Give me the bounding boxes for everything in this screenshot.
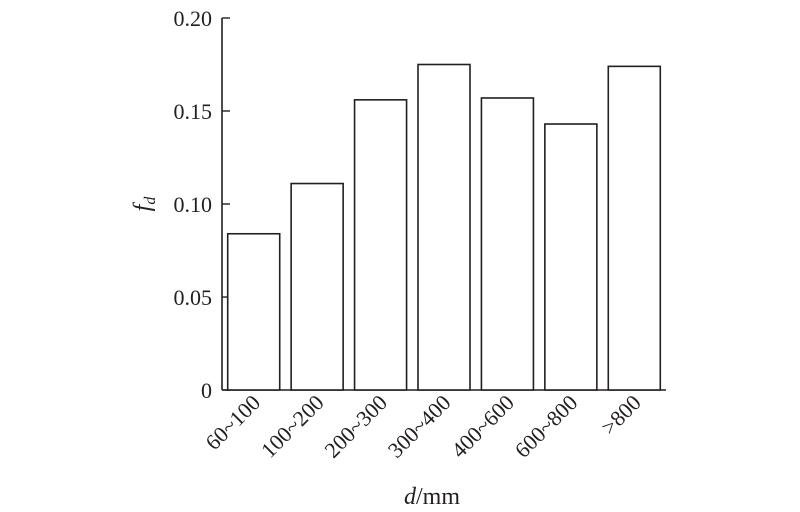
bar bbox=[607, 65, 662, 391]
y-tick-label: 0.15 bbox=[174, 99, 213, 124]
y-tick-label: 0.05 bbox=[174, 285, 213, 310]
x-axis-title-var: d bbox=[404, 484, 417, 510]
bar bbox=[417, 63, 471, 391]
bar bbox=[290, 182, 344, 391]
bar bbox=[353, 99, 408, 391]
x-tick-labels: 60~100100~200200~300300~400400~600600~80… bbox=[200, 390, 646, 463]
y-tick-label: 0.10 bbox=[174, 192, 213, 217]
y-tick-label: 0 bbox=[201, 378, 212, 403]
x-tick-label: 100~200 bbox=[256, 390, 329, 463]
bars bbox=[226, 63, 662, 391]
y-tick-label: 0.20 bbox=[174, 6, 213, 31]
x-axis: 60~100100~200200~300300~400400~600600~80… bbox=[200, 383, 666, 510]
y-axis-title: fd bbox=[130, 196, 159, 212]
x-tick-label: 200~300 bbox=[319, 390, 392, 463]
x-tick-label: 600~800 bbox=[510, 390, 583, 463]
y-axis-title-sub: d bbox=[142, 196, 159, 205]
bar bbox=[480, 97, 535, 391]
y-ticks: 0 0.05 0.10 0.15 0.20 bbox=[174, 6, 230, 403]
y-axis: 0 0.05 0.10 0.15 0.20 fd bbox=[130, 6, 230, 403]
x-axis-title: d/mm bbox=[404, 484, 460, 510]
x-tick-label: 400~600 bbox=[446, 390, 519, 463]
bar bbox=[226, 232, 281, 391]
x-axis-title-unit: /mm bbox=[416, 484, 460, 510]
x-tick-label: 300~400 bbox=[383, 390, 456, 463]
bar bbox=[544, 123, 598, 391]
y-axis-title-main: f bbox=[130, 201, 156, 211]
x-tick-label: >800 bbox=[596, 390, 646, 440]
